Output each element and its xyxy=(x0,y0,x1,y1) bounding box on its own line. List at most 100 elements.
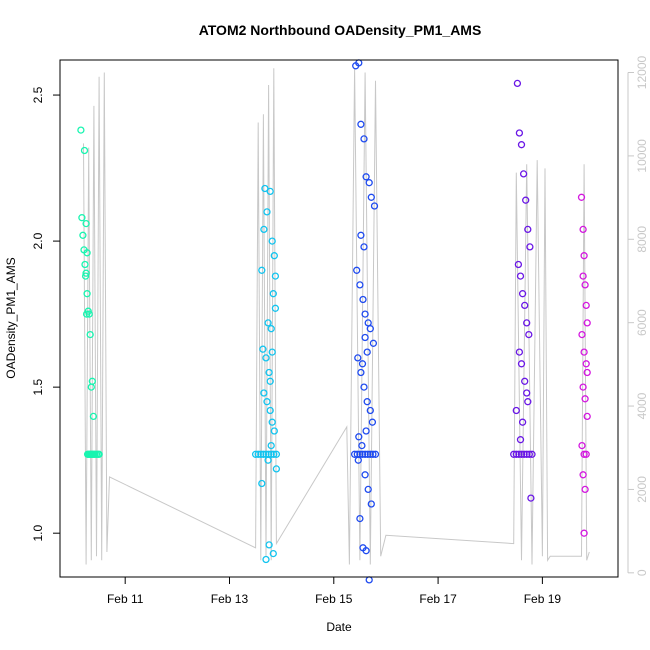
data-point xyxy=(263,208,271,216)
y2-tick-label: 10000 xyxy=(635,139,649,173)
data-point xyxy=(270,252,278,260)
data-point xyxy=(356,514,364,523)
data-point xyxy=(79,231,87,239)
data-point xyxy=(580,450,588,458)
y-axis-left: 1.0 1.5 2.0 2.5 xyxy=(31,86,61,542)
data-point xyxy=(369,450,377,458)
data-point xyxy=(86,330,94,339)
data-point xyxy=(270,450,278,458)
data-point xyxy=(515,450,523,458)
series-4 xyxy=(510,79,536,502)
data-point xyxy=(578,330,586,339)
data-point xyxy=(269,549,277,558)
x-tick-label: Feb 13 xyxy=(211,592,249,606)
data-point xyxy=(527,494,535,502)
y2-tick-label: 2000 xyxy=(635,476,649,503)
data-point xyxy=(366,450,374,458)
y-tick-label: 2.5 xyxy=(31,86,45,103)
data-point xyxy=(87,383,95,391)
data-point xyxy=(83,249,91,257)
data-point xyxy=(259,450,268,458)
data-point xyxy=(361,310,369,318)
y2-tick-label: 4000 xyxy=(635,392,649,419)
y-tick-label: 1.0 xyxy=(31,525,45,542)
data-point xyxy=(251,450,260,458)
data-point xyxy=(362,427,370,435)
data-point xyxy=(358,441,366,450)
y2-tick-label: 12000 xyxy=(635,56,649,90)
data-point xyxy=(262,354,270,362)
data-point xyxy=(583,319,591,327)
data-point xyxy=(523,319,531,327)
data-point xyxy=(357,368,365,377)
data-point xyxy=(263,398,271,406)
data-point xyxy=(267,441,275,450)
data-point xyxy=(364,450,372,458)
altitude-trace-layer xyxy=(83,68,590,565)
data-point xyxy=(78,214,86,222)
data-point xyxy=(580,348,588,356)
data-point xyxy=(270,427,278,435)
data-point xyxy=(271,272,280,280)
data-point xyxy=(513,79,522,88)
data-point xyxy=(525,330,533,339)
data-point xyxy=(358,360,367,368)
data-point xyxy=(269,290,277,298)
data-point xyxy=(512,450,520,458)
altitude-trace-line xyxy=(83,68,590,565)
y-axis-right: 0 2000 4000 6000 8000 10000 12000 xyxy=(627,56,649,576)
data-point xyxy=(258,479,266,488)
data-point xyxy=(259,345,267,353)
data-point xyxy=(268,418,276,426)
data-point xyxy=(254,450,262,458)
data-point xyxy=(582,301,590,310)
data-point xyxy=(579,225,587,234)
data-point xyxy=(579,471,587,479)
data-point xyxy=(77,126,85,134)
data-point xyxy=(578,441,586,450)
data-point xyxy=(365,179,373,187)
data-point xyxy=(83,290,91,298)
data-point xyxy=(257,450,265,458)
data-point xyxy=(267,325,275,333)
data-point xyxy=(260,389,268,397)
data-point xyxy=(528,450,536,458)
data-point xyxy=(358,450,367,458)
data-point xyxy=(362,173,370,181)
data-point xyxy=(523,450,531,458)
x-tick-label: Feb 11 xyxy=(107,592,144,606)
data-point xyxy=(582,360,590,368)
data-point xyxy=(579,383,587,391)
data-point xyxy=(360,135,368,143)
data-point xyxy=(355,433,363,441)
chart-title: ATOM2 Northbound OADensity_PM1_AMS xyxy=(199,22,482,38)
data-point xyxy=(583,412,591,421)
data-point xyxy=(359,295,367,304)
y-tick-label: 2.0 xyxy=(31,232,45,249)
data-point xyxy=(366,406,374,415)
series-5 xyxy=(577,193,591,537)
data-point xyxy=(361,333,369,342)
x-axis-label: Date xyxy=(326,620,352,634)
data-point xyxy=(367,500,375,508)
data-point xyxy=(581,281,589,289)
data-point xyxy=(265,541,273,549)
data-point xyxy=(362,547,370,555)
data-point xyxy=(367,193,375,201)
series-2 xyxy=(251,184,281,564)
data-point xyxy=(524,398,532,406)
data-point xyxy=(361,450,369,458)
data-point xyxy=(85,310,93,318)
data-point xyxy=(89,412,98,421)
data-point xyxy=(266,187,274,196)
y-tick-label: 1.5 xyxy=(31,378,45,395)
data-point xyxy=(369,339,378,347)
x-tick-label: Feb 15 xyxy=(315,592,353,606)
data-point xyxy=(81,272,90,280)
data-point xyxy=(577,193,586,201)
data-point xyxy=(354,456,362,464)
data-point xyxy=(363,348,371,356)
data-point xyxy=(518,418,527,426)
data-point xyxy=(264,456,272,464)
